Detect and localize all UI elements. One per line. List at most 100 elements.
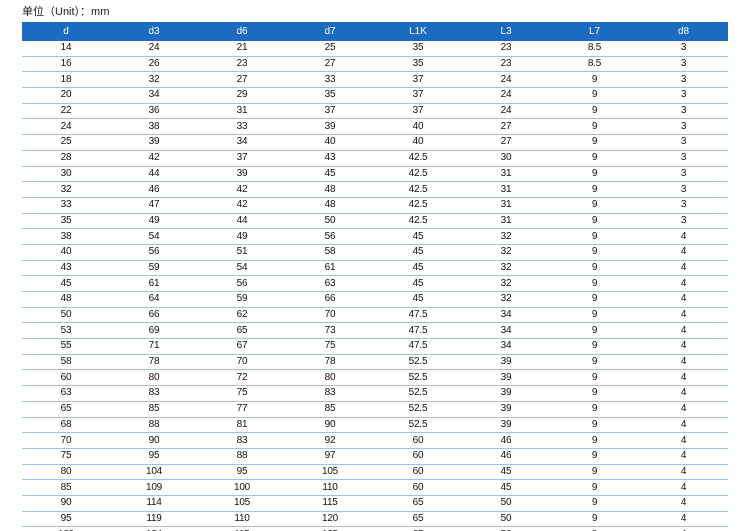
cell-d: 60 bbox=[22, 369, 110, 387]
cell-l1k: 65 bbox=[374, 526, 462, 531]
cell-d: 30 bbox=[22, 166, 110, 183]
cell-d8: 3 bbox=[639, 87, 728, 104]
cell-d3: 78 bbox=[110, 354, 198, 371]
cell-l3: 32 bbox=[462, 291, 550, 308]
cell-d3: 59 bbox=[110, 260, 198, 277]
cell-d8: 3 bbox=[639, 41, 728, 57]
cell-d7: 115 bbox=[286, 495, 374, 512]
cell-d7: 125 bbox=[286, 526, 374, 531]
cell-d8: 3 bbox=[639, 166, 728, 183]
cell-l7: 9 bbox=[550, 432, 639, 449]
cell-l3: 34 bbox=[462, 338, 550, 355]
table-row: 33 47 42 48 42.5 31 9 3 bbox=[22, 197, 728, 214]
cell-d8: 4 bbox=[639, 307, 728, 324]
column-header-d3: d3 bbox=[110, 22, 198, 41]
cell-d8: 4 bbox=[639, 479, 728, 496]
column-header-l7: L7 bbox=[550, 22, 639, 41]
cell-d: 28 bbox=[22, 150, 110, 167]
cell-d3: 104 bbox=[110, 464, 198, 481]
table-row: 75 95 88 97 60 46 9 4 bbox=[22, 448, 728, 465]
column-header-d6: d6 bbox=[198, 22, 286, 41]
cell-d3: 38 bbox=[110, 118, 198, 136]
cell-d6: 51 bbox=[198, 244, 286, 261]
cell-d8: 3 bbox=[639, 197, 728, 214]
cell-d3: 88 bbox=[110, 417, 198, 434]
cell-d3: 34 bbox=[110, 87, 198, 104]
cell-d7: 110 bbox=[286, 479, 374, 496]
cell-d8: 4 bbox=[639, 244, 728, 261]
cell-d3: 69 bbox=[110, 322, 198, 340]
cell-d8: 3 bbox=[639, 103, 728, 120]
cell-l3: 24 bbox=[462, 71, 550, 89]
cell-d6: 33 bbox=[198, 118, 286, 136]
cell-d3: 44 bbox=[110, 166, 198, 183]
cell-l3: 39 bbox=[462, 354, 550, 371]
cell-d7: 61 bbox=[286, 260, 374, 277]
table-row: 70 90 83 92 60 46 9 4 bbox=[22, 432, 728, 449]
cell-l3: 27 bbox=[462, 134, 550, 151]
cell-d6: 39 bbox=[198, 166, 286, 183]
cell-d6: 42 bbox=[198, 197, 286, 214]
cell-d: 45 bbox=[22, 275, 110, 292]
cell-d7: 85 bbox=[286, 401, 374, 418]
cell-d3: 42 bbox=[110, 150, 198, 167]
cell-d7: 75 bbox=[286, 338, 374, 355]
cell-d3: 71 bbox=[110, 338, 198, 355]
cell-d3: 95 bbox=[110, 448, 198, 465]
cell-d8: 4 bbox=[639, 385, 728, 402]
cell-d: 58 bbox=[22, 354, 110, 371]
cell-d6: 54 bbox=[198, 260, 286, 277]
cell-d6: 72 bbox=[198, 369, 286, 387]
cell-l7: 9 bbox=[550, 260, 639, 277]
cell-d6: 75 bbox=[198, 385, 286, 402]
cell-l1k: 45 bbox=[374, 260, 462, 277]
cell-l3: 23 bbox=[462, 56, 550, 73]
cell-d6: 29 bbox=[198, 87, 286, 104]
cell-d: 70 bbox=[22, 432, 110, 449]
cell-l1k: 42.5 bbox=[374, 213, 462, 230]
table-row: 53 69 65 73 47.5 34 9 4 bbox=[22, 322, 728, 340]
table-row: 30 44 39 45 42.5 31 9 3 bbox=[22, 166, 728, 183]
cell-l1k: 52.5 bbox=[374, 369, 462, 387]
column-header-l3: L3 bbox=[462, 22, 550, 41]
cell-l7: 9 bbox=[550, 150, 639, 167]
cell-d6: 44 bbox=[198, 213, 286, 230]
cell-d: 18 bbox=[22, 71, 110, 89]
table-row: 24 38 33 39 40 27 9 3 bbox=[22, 118, 728, 136]
cell-d8: 4 bbox=[639, 322, 728, 340]
cell-d8: 4 bbox=[639, 338, 728, 355]
table-body: 14 24 21 25 35 23 8.5 3 16 26 23 27 35 23 8.5 3 18 32 27 33… bbox=[22, 41, 728, 531]
cell-d8: 3 bbox=[639, 118, 728, 136]
cell-d7: 45 bbox=[286, 166, 374, 183]
cell-l3: 31 bbox=[462, 166, 550, 183]
cell-l1k: 60 bbox=[374, 464, 462, 481]
cell-l7: 9 bbox=[550, 338, 639, 355]
cell-d: 24 bbox=[22, 118, 110, 136]
cell-l1k: 60 bbox=[374, 479, 462, 496]
cell-d7: 73 bbox=[286, 322, 374, 340]
cell-l7: 9 bbox=[550, 87, 639, 104]
cell-d: 20 bbox=[22, 87, 110, 104]
cell-d6: 95 bbox=[198, 464, 286, 481]
cell-d6: 34 bbox=[198, 134, 286, 151]
cell-l3: 45 bbox=[462, 464, 550, 481]
cell-d7: 33 bbox=[286, 71, 374, 89]
cell-l3: 39 bbox=[462, 417, 550, 434]
cell-d8: 4 bbox=[639, 495, 728, 512]
cell-l7: 9 bbox=[550, 103, 639, 120]
cell-d6: 59 bbox=[198, 291, 286, 308]
cell-d3: 85 bbox=[110, 401, 198, 418]
cell-l1k: 45 bbox=[374, 275, 462, 292]
cell-d6: 81 bbox=[198, 417, 286, 434]
cell-d3: 39 bbox=[110, 134, 198, 151]
cell-l1k: 37 bbox=[374, 71, 462, 89]
table-row: 20 34 29 35 37 24 9 3 bbox=[22, 87, 728, 104]
table-row: 18 32 27 33 37 24 9 3 bbox=[22, 71, 728, 89]
cell-d: 38 bbox=[22, 228, 110, 245]
cell-l7: 9 bbox=[550, 495, 639, 512]
cell-d: 53 bbox=[22, 322, 110, 340]
dimension-table-container: d d3 d6 d7 L1K L3 L7 d8 14 24 21 25 35 23 8.5 3… bbox=[22, 22, 728, 531]
cell-d7: 48 bbox=[286, 197, 374, 214]
cell-l3: 31 bbox=[462, 213, 550, 230]
cell-l7: 9 bbox=[550, 448, 639, 465]
